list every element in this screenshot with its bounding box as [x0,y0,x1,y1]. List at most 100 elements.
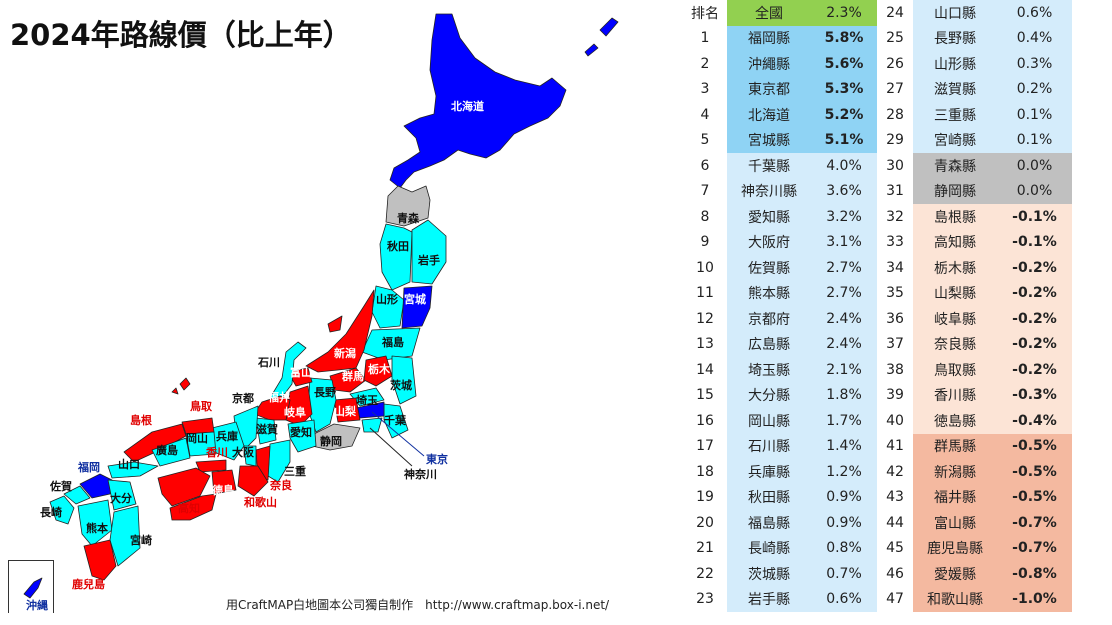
prefecture-name: 愛媛縣 [913,561,997,587]
region-tochigi [363,355,393,387]
label-kochi: 高知 [178,501,200,515]
rank-number: 2 [700,55,710,72]
change-value: 0.3% [997,51,1072,77]
change-value: 0.0% [997,153,1072,179]
label-fukuoka: 福岡 [77,460,100,474]
change-value: -0.2% [997,331,1072,357]
label-yamanashi: 山梨 [334,404,357,418]
table-row: 3 東京都 5.3% 27 滋賀縣 0.2% [683,76,1072,102]
change-value: 0.9% [811,510,877,536]
change-value: -0.1% [997,204,1072,230]
label-iwate: 岩手 [417,253,440,267]
table-row: 4 北海道 5.2% 28 三重縣 0.1% [683,102,1072,128]
label-nagasaki: 長崎 [40,505,62,519]
prefecture-name: 山形縣 [913,51,997,77]
change-value: 1.8% [811,382,877,408]
table-row: 14 埼玉縣 2.1% 38 鳥取縣 -0.2% [683,357,1072,383]
rank-number: 36 [886,310,904,327]
region-yamaguchi [107,461,159,479]
label-aomori: 青森 [397,211,420,225]
region-okayama [185,431,217,457]
change-value: -0.1% [997,229,1072,255]
label-fukushima: 福島 [381,335,404,349]
rank-number: 5 [700,132,710,149]
region-ibaraki [391,355,417,405]
label-nara: 奈良 [269,478,292,492]
region-tokushima [211,469,237,495]
label-hyogo: 兵庫 [216,429,238,443]
change-value: 0.1% [997,127,1072,153]
region-aomori [385,185,431,227]
prefecture-name: 大分縣 [727,382,811,408]
change-value: 3.1% [811,229,877,255]
rank-number: 24 [886,4,904,21]
rank-number: 41 [886,438,904,455]
region-yamanashi [333,397,361,423]
table-row: 8 愛知縣 3.2% 32 島根縣 -0.1% [683,204,1072,230]
rank-number: 13 [696,336,714,353]
rank-number: 3 [700,81,710,98]
label-oita: 大分 [110,491,132,505]
prefecture-name: 神奈川縣 [727,178,811,204]
label-okinawa: 沖縄 [26,598,48,612]
prefecture-name: 大阪府 [727,229,811,255]
okinawa-inset-frame [8,560,54,613]
table-row: 20 福島縣 0.9% 44 富山縣 -0.7% [683,510,1072,536]
label-tottori: 鳥取 [190,399,212,413]
label-saitama: 埼玉 [356,393,378,407]
label-tochigi: 栃木 [368,362,391,376]
change-value: -0.5% [997,433,1072,459]
change-value: 0.9% [811,484,877,510]
rank-number: 25 [886,30,904,47]
change-value: -0.2% [997,357,1072,383]
rank-number: 40 [886,412,904,429]
table-row: 12 京都府 2.4% 36 岐阜縣 -0.2% [683,306,1072,332]
change-value: 0.0% [997,178,1072,204]
prefecture-name: 京都府 [727,306,811,332]
table-row: 17 石川縣 1.4% 41 群馬縣 -0.5% [683,433,1072,459]
region-akita [379,223,413,291]
region-niigata [305,289,375,373]
rank-number: 22 [696,565,714,582]
prefecture-name: 和歌山縣 [913,586,997,612]
change-value: 3.2% [811,204,877,230]
prefecture-name: 広島縣 [727,331,811,357]
rank-number: 10 [696,259,714,276]
prefecture-name: 山梨縣 [913,280,997,306]
prefecture-name: 熊本縣 [727,280,811,306]
change-value: 0.2% [997,76,1072,102]
rank-number: 29 [886,132,904,149]
change-value: 1.2% [811,459,877,485]
label-akita: 秋田 [387,239,409,253]
region-wakayama [237,465,269,497]
table-row: 11 熊本縣 2.7% 35 山梨縣 -0.2% [683,280,1072,306]
change-value: 0.7% [811,561,877,587]
change-value: -0.2% [997,280,1072,306]
label-gifu: 岐阜 [284,405,306,419]
label-kyoto: 京都 [232,391,254,405]
table-row: 18 兵庫縣 1.2% 42 新潟縣 -0.5% [683,459,1072,485]
label-ishikawa: 石川 [257,356,280,369]
region-oita [107,479,137,511]
label-okayama: 岡山 [186,431,208,445]
rank-number: 30 [886,157,904,174]
label-kagawa: 香川 [205,445,228,459]
prefecture-name: 岡山縣 [727,408,811,434]
prefecture-name: 福島縣 [727,510,811,536]
change-value: 5.1% [811,127,877,153]
table-row: 13 広島縣 2.4% 37 奈良縣 -0.2% [683,331,1072,357]
prefecture-name: 長野縣 [913,25,997,51]
table-row: 21 長崎縣 0.8% 45 鹿児島縣 -0.7% [683,535,1072,561]
change-value: 0.8% [811,535,877,561]
region-saga [63,485,91,505]
table-row: 7 神奈川縣 3.6% 31 静岡縣 0.0% [683,178,1072,204]
table-row: 5 宮城縣 5.1% 29 宮崎縣 0.1% [683,127,1072,153]
table-row: 2 沖繩縣 5.6% 26 山形縣 0.3% [683,51,1072,77]
table-row: 15 大分縣 1.8% 39 香川縣 -0.3% [683,382,1072,408]
prefecture-name: 茨城縣 [727,561,811,587]
prefecture-name: 群馬縣 [913,433,997,459]
rank-number: 28 [886,106,904,123]
table-header-row: 排名 全國 2.3% 24 山口縣 0.6% [683,0,1072,26]
prefecture-name: 静岡縣 [913,178,997,204]
change-value: 2.7% [811,255,877,281]
